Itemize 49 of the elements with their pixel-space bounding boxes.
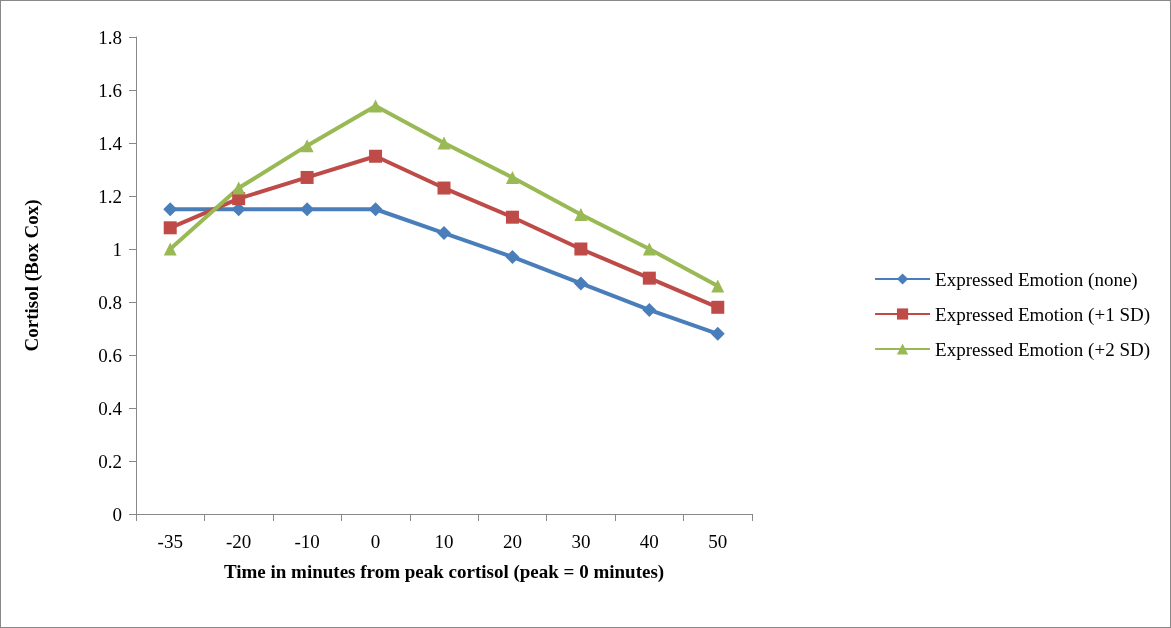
point: [300, 202, 315, 217]
legend-label: Expressed Emotion (none): [935, 268, 1138, 291]
point: [232, 181, 246, 195]
y-tick-label: 0.4: [98, 397, 123, 419]
point: [574, 242, 588, 256]
legend-label: Expressed Emotion (+1 SD): [935, 303, 1150, 326]
point: [505, 249, 520, 264]
point: [300, 170, 314, 184]
x-tick-label: 40: [639, 531, 659, 552]
y-tick-label: 0: [112, 503, 122, 525]
point: [437, 136, 451, 150]
point: [163, 202, 178, 217]
y-tick-label: 1: [112, 238, 122, 260]
x-tick-label: 0: [370, 531, 381, 552]
y-tick-label: 0.6: [98, 344, 122, 366]
point: [437, 181, 451, 195]
point: [642, 242, 656, 256]
point: [163, 221, 177, 235]
point: [642, 271, 656, 285]
point: [505, 170, 519, 184]
point: [437, 226, 451, 241]
x-tick-label: -10: [294, 531, 320, 552]
x-tick-label: -20: [226, 531, 252, 552]
y-tick-label: 0.8: [98, 291, 122, 313]
point: [163, 242, 177, 256]
point: [642, 302, 657, 317]
y-tick-label: 1.6: [98, 79, 122, 101]
point: [710, 326, 725, 341]
point: [300, 139, 314, 153]
x-tick-label: 10: [434, 531, 454, 552]
y-tick-label: 0.2: [98, 450, 122, 472]
y-axis-title: Cortisol (Box Cox): [21, 199, 43, 352]
y-tick-label: 1.2: [98, 185, 122, 207]
point: [369, 149, 383, 163]
y-tick-label: 1.4: [98, 132, 123, 154]
x-tick-label: 50: [708, 531, 728, 552]
x-tick-label: 30: [571, 531, 591, 552]
point: [369, 99, 383, 113]
point: [505, 210, 519, 224]
point: [573, 276, 588, 291]
x-tick-label: 20: [502, 531, 522, 552]
point: [711, 279, 725, 293]
y-tick-label: 1.8: [98, 26, 122, 48]
point: [574, 208, 588, 222]
point: [711, 300, 725, 314]
point: [368, 202, 383, 217]
legend-label: Expressed Emotion (+2 SD): [935, 338, 1150, 361]
x-axis-title: Time in minutes from peak cortisol (peak = 0 minutes): [223, 561, 665, 583]
x-tick-label: -35: [157, 531, 183, 552]
